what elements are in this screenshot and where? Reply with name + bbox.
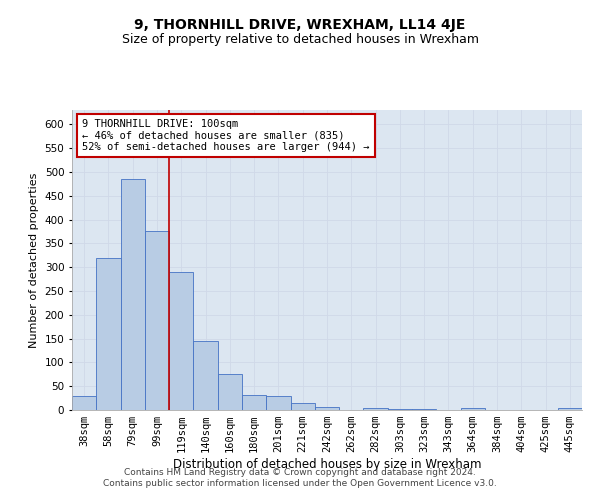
Bar [193,341,218,410]
Text: Contains HM Land Registry data © Crown copyright and database right 2024.
Contai: Contains HM Land Registry data © Crown c… [103,468,497,487]
Bar [145,232,169,410]
Bar [121,179,145,410]
Bar [96,258,121,410]
Bar [242,395,266,410]
Bar [412,408,436,410]
Bar [290,403,315,410]
Bar [315,406,339,410]
Bar [218,374,242,410]
Text: Size of property relative to detached houses in Wrexham: Size of property relative to detached ho… [121,32,479,46]
Bar [72,396,96,410]
Bar [388,408,412,410]
Bar [461,408,485,410]
Bar [169,272,193,410]
Text: 9 THORNHILL DRIVE: 100sqm
← 46% of detached houses are smaller (835)
52% of semi: 9 THORNHILL DRIVE: 100sqm ← 46% of detac… [82,119,370,152]
X-axis label: Distribution of detached houses by size in Wrexham: Distribution of detached houses by size … [173,458,481,471]
Bar [364,408,388,410]
Bar [266,396,290,410]
Y-axis label: Number of detached properties: Number of detached properties [29,172,39,348]
Bar [558,408,582,410]
Text: 9, THORNHILL DRIVE, WREXHAM, LL14 4JE: 9, THORNHILL DRIVE, WREXHAM, LL14 4JE [134,18,466,32]
